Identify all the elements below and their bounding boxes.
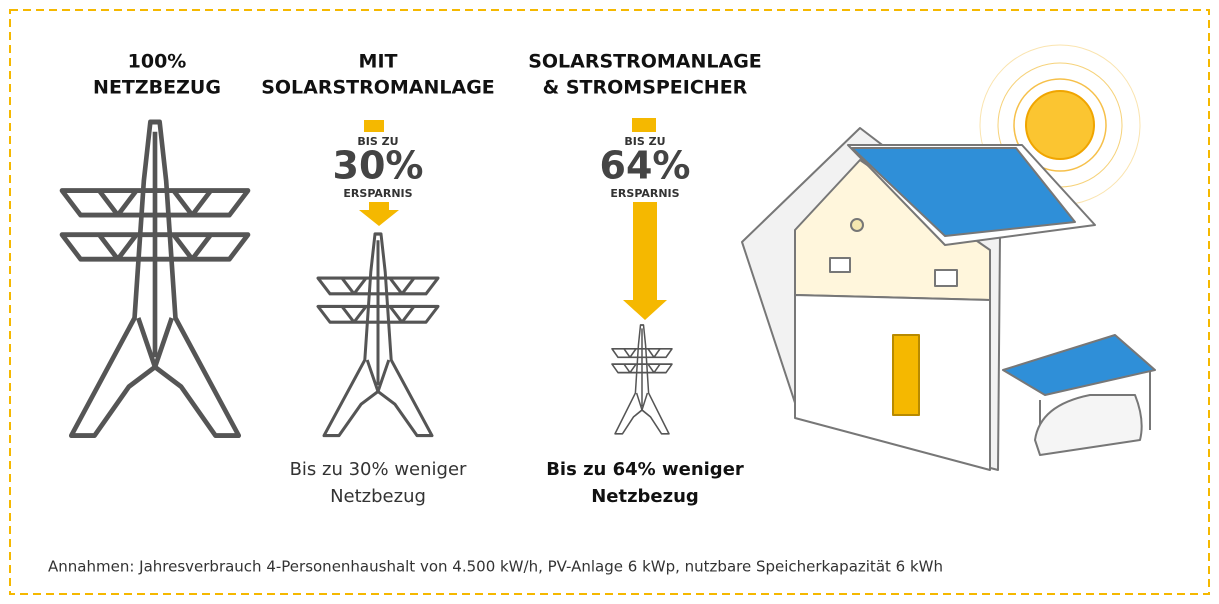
caption: Netzbezug <box>330 486 426 507</box>
title: NETZBEZUG <box>93 77 221 99</box>
caption: Netzbezug <box>591 486 699 507</box>
frame <box>9 9 1210 595</box>
title: SOLARSTROMANLAGE <box>528 51 762 73</box>
arrow-stem <box>364 120 384 132</box>
badge-suffix: ERSPARNIS <box>343 187 412 200</box>
badge-suffix: ERSPARNIS <box>610 187 679 200</box>
footnote: Annahmen: Jahresverbrauch 4-Personenhaus… <box>48 558 943 576</box>
title: MIT <box>359 51 398 73</box>
badge-value: 64% <box>600 144 691 188</box>
caption: Bis zu 30% weniger <box>290 459 467 480</box>
badge-prefix: BIS ZU <box>624 135 665 148</box>
caption: Bis zu 64% weniger <box>546 459 744 480</box>
arrow-stem <box>632 118 656 132</box>
arrow <box>359 202 399 226</box>
badge-prefix: BIS ZU <box>357 135 398 148</box>
pylon <box>62 122 248 436</box>
house-illustration <box>741 44 1156 471</box>
title: 100% <box>128 51 187 73</box>
title: & STROMSPEICHER <box>543 77 748 99</box>
badge-value: 30% <box>333 144 424 188</box>
pylon <box>611 324 673 435</box>
title: SOLARSTROMANLAGE <box>261 77 495 99</box>
arrow <box>623 202 667 320</box>
pylon <box>316 232 440 438</box>
